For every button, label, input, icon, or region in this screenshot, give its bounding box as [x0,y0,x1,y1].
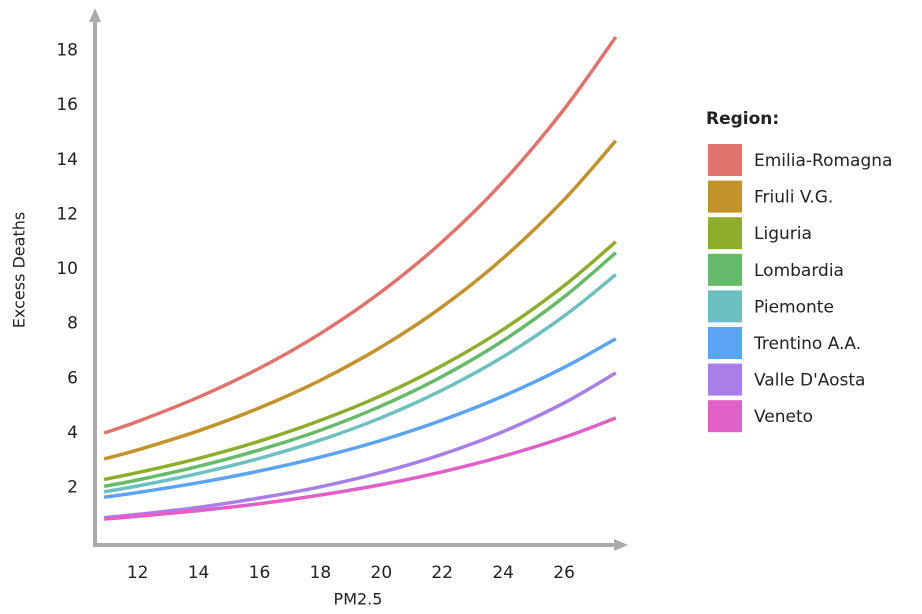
legend-label: Lombardia [754,261,844,281]
legend-title: Region: [706,109,779,129]
legend-swatch [706,398,744,435]
legend-swatch [706,288,744,325]
legend-label: Veneto [754,407,813,427]
x-axis-arrow [614,539,628,551]
y-tick-label: 12 [56,204,78,224]
x-tick-label: 22 [431,563,453,583]
legend-label: Piemonte [754,297,834,317]
series-line [103,139,618,461]
legend-swatch [706,361,744,398]
legend-swatch [706,142,744,178]
series-line [103,371,617,520]
axes [93,20,618,547]
y-tick-label: 18 [56,41,78,61]
y-tick-label: 14 [56,150,78,170]
y-tick-label: 6 [67,368,78,388]
legend-swatch [706,325,744,361]
series-line [103,337,617,499]
x-tick-label: 16 [249,563,271,583]
x-tick-label: 18 [310,563,332,583]
y-axis-title: Excess Deaths [10,212,29,328]
x-tick-label: 26 [553,563,575,583]
legend-label: Liguria [754,224,812,244]
legend-label: Trentino A.A. [753,334,861,354]
y-tick-label: 2 [67,478,78,498]
x-tick-label: 20 [371,563,393,583]
x-tick-label: 24 [492,563,514,583]
series-line [103,416,617,521]
y-tick-label: 8 [67,314,78,334]
legend-swatch [706,251,744,288]
series-line [103,240,617,482]
y-axis-arrow [89,8,101,22]
series-line [103,273,617,494]
x-tick-label: 12 [127,563,149,583]
series-line [103,251,617,488]
legend-swatch [706,178,744,215]
legend-label: Emilia-Romagna [754,151,892,171]
y-tick-label: 16 [56,95,78,115]
legend-swatch [706,215,744,252]
x-tick-label: 14 [188,563,210,583]
y-tick-label: 10 [56,259,78,279]
y-tick-label: 4 [67,423,78,443]
legend-label: Valle D'Aosta [754,371,865,391]
series-line [103,35,618,435]
legend-label: Friuli V.G. [754,188,833,208]
x-axis-title: PM2.5 [334,590,383,609]
